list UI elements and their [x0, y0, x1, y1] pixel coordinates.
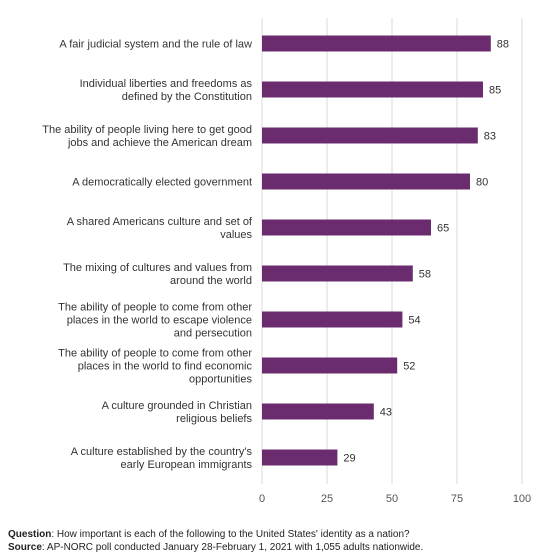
category-label: The mixing of cultures and values from ar… — [63, 262, 252, 287]
question-text: : How important is each of the following… — [51, 529, 410, 540]
bar — [262, 35, 491, 52]
bar — [262, 357, 398, 374]
value-label: 65 — [437, 223, 449, 235]
category-labels: A fair judicial system and the rule of l… — [42, 39, 253, 472]
bar — [262, 127, 478, 144]
question-label: Question — [8, 529, 52, 540]
category-label: A culture established by the country's ea… — [71, 446, 253, 471]
value-labels: 88 85 83 80 65 58 54 52 43 29 — [343, 39, 509, 465]
value-label: 52 — [403, 361, 415, 373]
x-tick-label: 100 — [513, 493, 531, 505]
source-text: : AP-NORC poll conducted January 28-Febr… — [41, 542, 424, 553]
category-label: The ability of people to come from other… — [58, 348, 252, 386]
value-label: 29 — [343, 453, 355, 465]
bars — [262, 35, 491, 466]
category-label: A culture grounded in Christian religious… — [102, 400, 253, 425]
bar — [262, 219, 431, 236]
category-label: A shared Americans culture and set of val… — [67, 216, 253, 241]
category-label: A democratically elected government — [72, 177, 252, 189]
bar-chart: A fair judicial system and the rule of l… — [42, 18, 531, 505]
bar — [262, 311, 403, 328]
source-note: Source: AP-NORC poll conducted January 2… — [8, 541, 548, 554]
bar — [262, 173, 470, 190]
value-label: 54 — [408, 315, 420, 327]
value-label: 58 — [419, 269, 431, 281]
value-label: 43 — [380, 407, 392, 419]
value-label: 88 — [497, 39, 509, 51]
x-tick-label: 0 — [259, 493, 265, 505]
question-note: Question: How important is each of the f… — [8, 528, 548, 541]
value-label: 80 — [476, 177, 488, 189]
bar — [262, 449, 338, 466]
value-label: 85 — [489, 85, 501, 97]
category-label: The ability of people to come from other… — [58, 302, 252, 340]
category-label: A fair judicial system and the rule of l… — [59, 39, 252, 51]
bar — [262, 403, 374, 420]
bar — [262, 265, 413, 282]
x-tick-label: 75 — [451, 493, 463, 505]
x-tick-label: 50 — [386, 493, 398, 505]
category-label: Individual liberties and freedoms as defi… — [80, 78, 253, 103]
footnote: Question: How important is each of the f… — [8, 528, 548, 554]
x-tick-label: 25 — [321, 493, 333, 505]
value-label: 83 — [484, 131, 496, 143]
category-label: The ability of people living here to get… — [42, 124, 252, 149]
bar — [262, 81, 483, 98]
source-label: Source — [8, 542, 42, 553]
x-axis-ticks: 0 25 50 75 100 — [259, 493, 531, 505]
